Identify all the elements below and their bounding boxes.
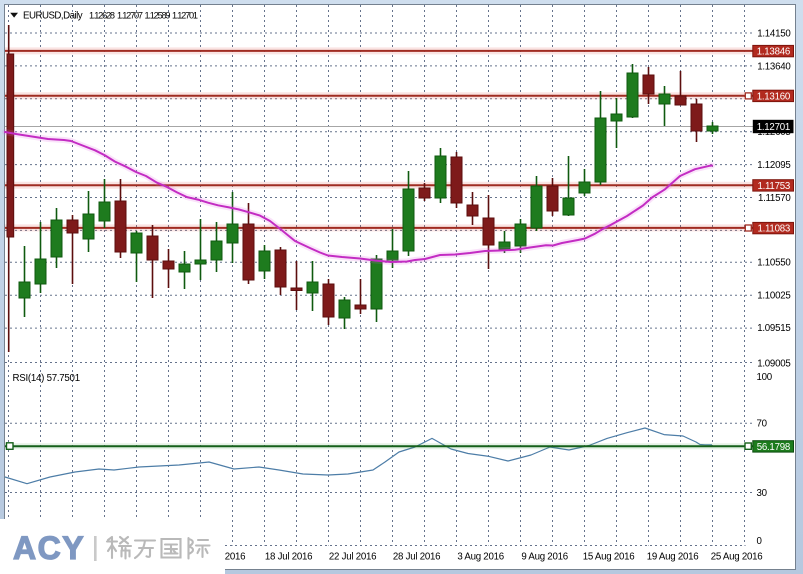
svg-text:0: 0 — [757, 536, 763, 547]
svg-text:1.13160: 1.13160 — [757, 91, 791, 102]
svg-text:1.12701: 1.12701 — [172, 11, 198, 21]
svg-text:1.12628: 1.12628 — [89, 11, 115, 21]
svg-text:1.14150: 1.14150 — [757, 28, 791, 39]
svg-text:1.12701: 1.12701 — [757, 122, 790, 133]
svg-text:ACY: ACY — [13, 530, 85, 566]
svg-text:1.09005: 1.09005 — [757, 358, 790, 369]
svg-text:1.12707: 1.12707 — [117, 11, 143, 21]
svg-text:1.12589: 1.12589 — [145, 11, 171, 21]
svg-text:19 Aug 2016: 19 Aug 2016 — [647, 552, 699, 563]
svg-text:28 Jul 2016: 28 Jul 2016 — [393, 552, 440, 563]
svg-text:22 Jul 2016: 22 Jul 2016 — [329, 552, 376, 563]
svg-text:RSI(14) 57.7501: RSI(14) 57.7501 — [13, 373, 80, 384]
svg-text:2016: 2016 — [225, 552, 246, 563]
svg-text:3 Aug 2016: 3 Aug 2016 — [457, 552, 504, 563]
svg-text:1.11570: 1.11570 — [758, 193, 791, 204]
svg-text:1.11083: 1.11083 — [757, 224, 790, 235]
svg-text:70: 70 — [757, 419, 768, 430]
svg-text:25 Aug 2016: 25 Aug 2016 — [711, 552, 763, 563]
svg-text:1.13846: 1.13846 — [757, 47, 790, 58]
svg-text:56.1798: 56.1798 — [757, 442, 790, 453]
svg-text:15 Aug 2016: 15 Aug 2016 — [583, 552, 635, 563]
svg-text:9 Aug 2016: 9 Aug 2016 — [521, 552, 568, 563]
svg-text:1.11753: 1.11753 — [757, 181, 790, 192]
svg-text:100: 100 — [757, 372, 773, 383]
svg-text:1.10025: 1.10025 — [757, 290, 790, 301]
svg-text:30: 30 — [757, 488, 768, 499]
svg-text:1.09515: 1.09515 — [757, 323, 790, 334]
svg-text:1.13640: 1.13640 — [757, 61, 791, 72]
svg-text:18 Jul 2016: 18 Jul 2016 — [265, 552, 312, 563]
svg-text:1.10550: 1.10550 — [757, 257, 791, 268]
svg-text:1.12095: 1.12095 — [757, 160, 790, 171]
svg-text:EURUSD,Daily: EURUSD,Daily — [23, 11, 83, 22]
